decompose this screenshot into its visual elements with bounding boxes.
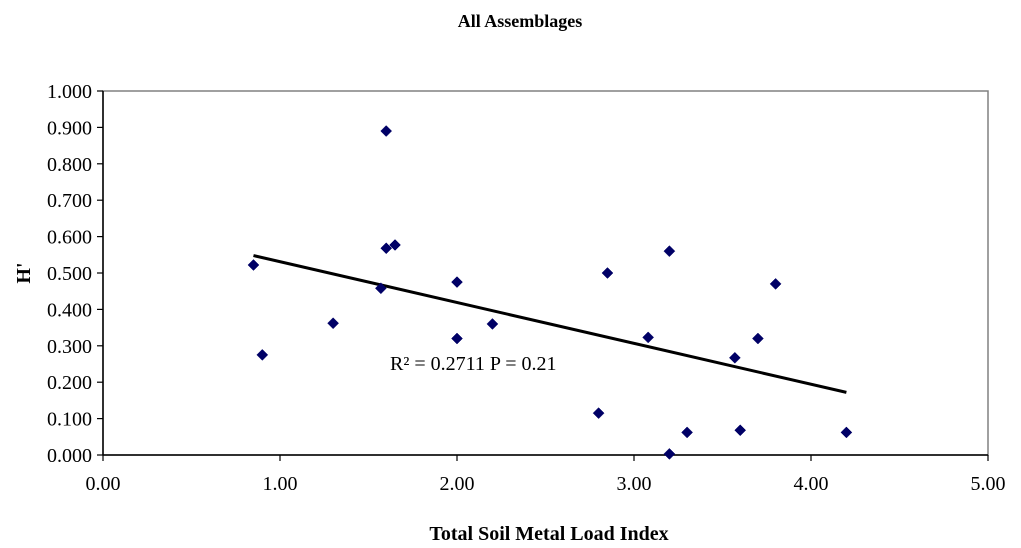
data-point	[486, 318, 499, 330]
data-point	[380, 242, 393, 255]
y-tick-label: 0.300	[47, 336, 92, 358]
data-point	[840, 426, 853, 439]
data-point	[769, 278, 782, 290]
data-point	[375, 282, 387, 295]
trendline-group	[253, 254, 847, 394]
data-points	[247, 125, 853, 460]
data-point	[389, 239, 401, 251]
y-tick-label: 0.800	[47, 154, 92, 176]
y-tick-label: 0.900	[47, 117, 92, 139]
data-point	[734, 424, 747, 437]
data-point	[592, 407, 605, 419]
x-axis	[102, 454, 989, 461]
x-axis-label: Total Soil Metal Load Index	[429, 523, 668, 545]
x-tick-label: 0.00	[86, 473, 121, 495]
data-point	[327, 317, 339, 330]
x-tick-label: 4.00	[794, 473, 829, 495]
x-tick-label: 5.00	[971, 473, 1006, 495]
y-tick-label: 0.200	[47, 372, 92, 394]
y-tick-label: 0.600	[47, 227, 92, 249]
y-tick-labels: 0.000 0.100 0.200 0.300 0.400 0.500 0.600 0.700…	[47, 81, 92, 467]
trendline	[253, 254, 847, 394]
x-tick-label: 1.00	[263, 473, 298, 495]
x-tick-labels: 0.00 1.00 2.00 3.00 4.00 5.00	[86, 473, 1006, 495]
y-tick-label: 0.400	[47, 299, 92, 321]
regression-annotation: R² = 0.2711 P = 0.21	[390, 353, 557, 375]
data-point	[729, 351, 741, 364]
y-axis-label: H'	[13, 262, 35, 283]
data-point	[451, 332, 463, 345]
y-tick-label: 0.500	[47, 263, 92, 285]
y-tick-label: 0.000	[47, 445, 92, 467]
x-tick-label: 2.00	[440, 473, 475, 495]
data-point	[601, 267, 614, 279]
y-tick-label: 0.700	[47, 190, 92, 212]
y-tick-label: 0.100	[47, 409, 92, 431]
data-point	[451, 276, 463, 288]
x-tick-label: 3.00	[617, 473, 652, 495]
y-tick-label: 1.000	[47, 81, 92, 103]
data-point	[380, 125, 393, 137]
data-point	[752, 332, 764, 345]
chart-title: All Assemblages	[458, 11, 583, 31]
data-point	[256, 349, 269, 361]
data-point	[663, 245, 676, 258]
data-point	[681, 426, 693, 439]
data-point	[642, 331, 655, 344]
data-point	[663, 448, 676, 460]
y-axis	[97, 90, 104, 456]
plot-area-border	[102, 90, 989, 456]
data-point	[247, 259, 260, 271]
